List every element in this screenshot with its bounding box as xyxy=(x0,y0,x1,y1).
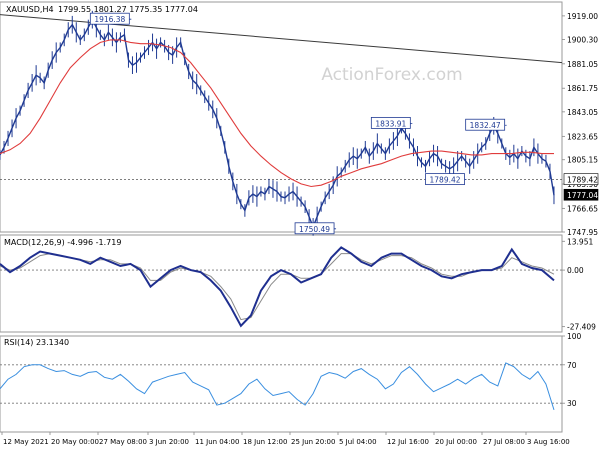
macd-layer xyxy=(0,246,562,328)
price-y-tick-label: 1766.65 xyxy=(567,204,598,213)
macd-panel-frame xyxy=(0,234,563,333)
price-layer: 1916.38 1750.49 1833.91 1789.42 1832.47 xyxy=(0,10,563,236)
rsi-y-tick-label: 100 xyxy=(567,332,582,341)
rsi-panel-title: RSI(14) 23.1340 xyxy=(4,338,69,347)
annotation-box xyxy=(465,118,506,131)
macd-y-tick-label: -27.409 xyxy=(567,323,596,332)
x-tick-label: 12 Jul 16:00 xyxy=(387,438,429,446)
price-y-tick-label: 1881.05 xyxy=(567,60,598,69)
x-tick-label: 5 Jul 04:00 xyxy=(339,438,377,446)
x-tick-label: 3 Jun 20:00 xyxy=(149,438,189,446)
annotation-box xyxy=(89,12,130,25)
price-y-tick-label: 1919.00 xyxy=(567,12,598,21)
current-value-label: 1777.04 xyxy=(567,191,598,200)
macd-series-signal xyxy=(0,253,555,321)
x-tick-label: 12 May 2021 xyxy=(3,438,49,446)
price-header: XAUUSD,H4 1799.55 1801.27 1775.35 1777.0… xyxy=(6,5,198,14)
annotation-label: 1832.47 xyxy=(470,121,501,130)
annotation-label: 1916.38 xyxy=(94,15,125,24)
macd-series-macd xyxy=(0,246,555,328)
rsi-layer xyxy=(0,362,562,411)
x-tick-label: 27 Jul 08:00 xyxy=(483,438,525,446)
price-y-tick-label: 1747.95 xyxy=(567,228,598,237)
price-y-tick-label: 1805.15 xyxy=(567,156,598,165)
x-tick-label: 20 Jul 00:00 xyxy=(435,438,477,446)
annotation-box xyxy=(294,222,335,235)
current-value-label: 1789.42 xyxy=(567,176,598,185)
macd-y-tick-label: 13.951 xyxy=(567,237,593,246)
price-ohlc-values: 1799.55 1801.27 1775.35 1777.04 xyxy=(58,5,198,14)
annotation-label: 1750.49 xyxy=(299,225,330,234)
x-tick-label: 3 Aug 16:00 xyxy=(527,438,570,446)
macd-panel-title: MACD(12,26,9) -4.996 -1.719 xyxy=(4,238,121,247)
rsi-panel-frame xyxy=(0,335,563,433)
annotation-box xyxy=(425,173,465,186)
annotation-box xyxy=(370,116,411,129)
x-tick-label: 20 May 00:00 xyxy=(51,438,99,446)
x-tick-label: 25 Jun 20:00 xyxy=(291,438,335,446)
moving-average-line xyxy=(0,39,554,188)
rsi-y-tick-label: 30 xyxy=(567,399,577,408)
rsi-y-tick-label: 70 xyxy=(567,361,577,370)
watermark: ActionForex.com xyxy=(321,65,462,85)
annotation-label: 1833.91 xyxy=(375,119,406,128)
macd-y-tick-label: 0.00 xyxy=(567,266,584,275)
price-y-tick-label: 1861.75 xyxy=(567,84,598,93)
price-chart-title: XAUUSD,H4 xyxy=(6,5,54,14)
annotation-label: 1789.42 xyxy=(430,176,461,185)
current-value-tag xyxy=(563,188,599,201)
axis-layer: 1919.00 1900.30 1881.05 1861.75 1843.05 1823.… xyxy=(1,12,599,446)
price-panel-frame xyxy=(0,1,563,233)
current-value-tag xyxy=(563,173,599,185)
x-tick-label: 27 May 08:00 xyxy=(99,438,147,446)
rsi-series-line xyxy=(0,362,555,411)
x-tick-label: 18 Jun 12:00 xyxy=(243,438,287,446)
price-y-tick-label: 1900.30 xyxy=(567,36,598,45)
price-y-tick-label: 1823.65 xyxy=(567,132,598,141)
x-tick-label: 11 Jun 04:00 xyxy=(195,438,239,446)
price-y-tick-label: 1843.05 xyxy=(567,108,598,117)
